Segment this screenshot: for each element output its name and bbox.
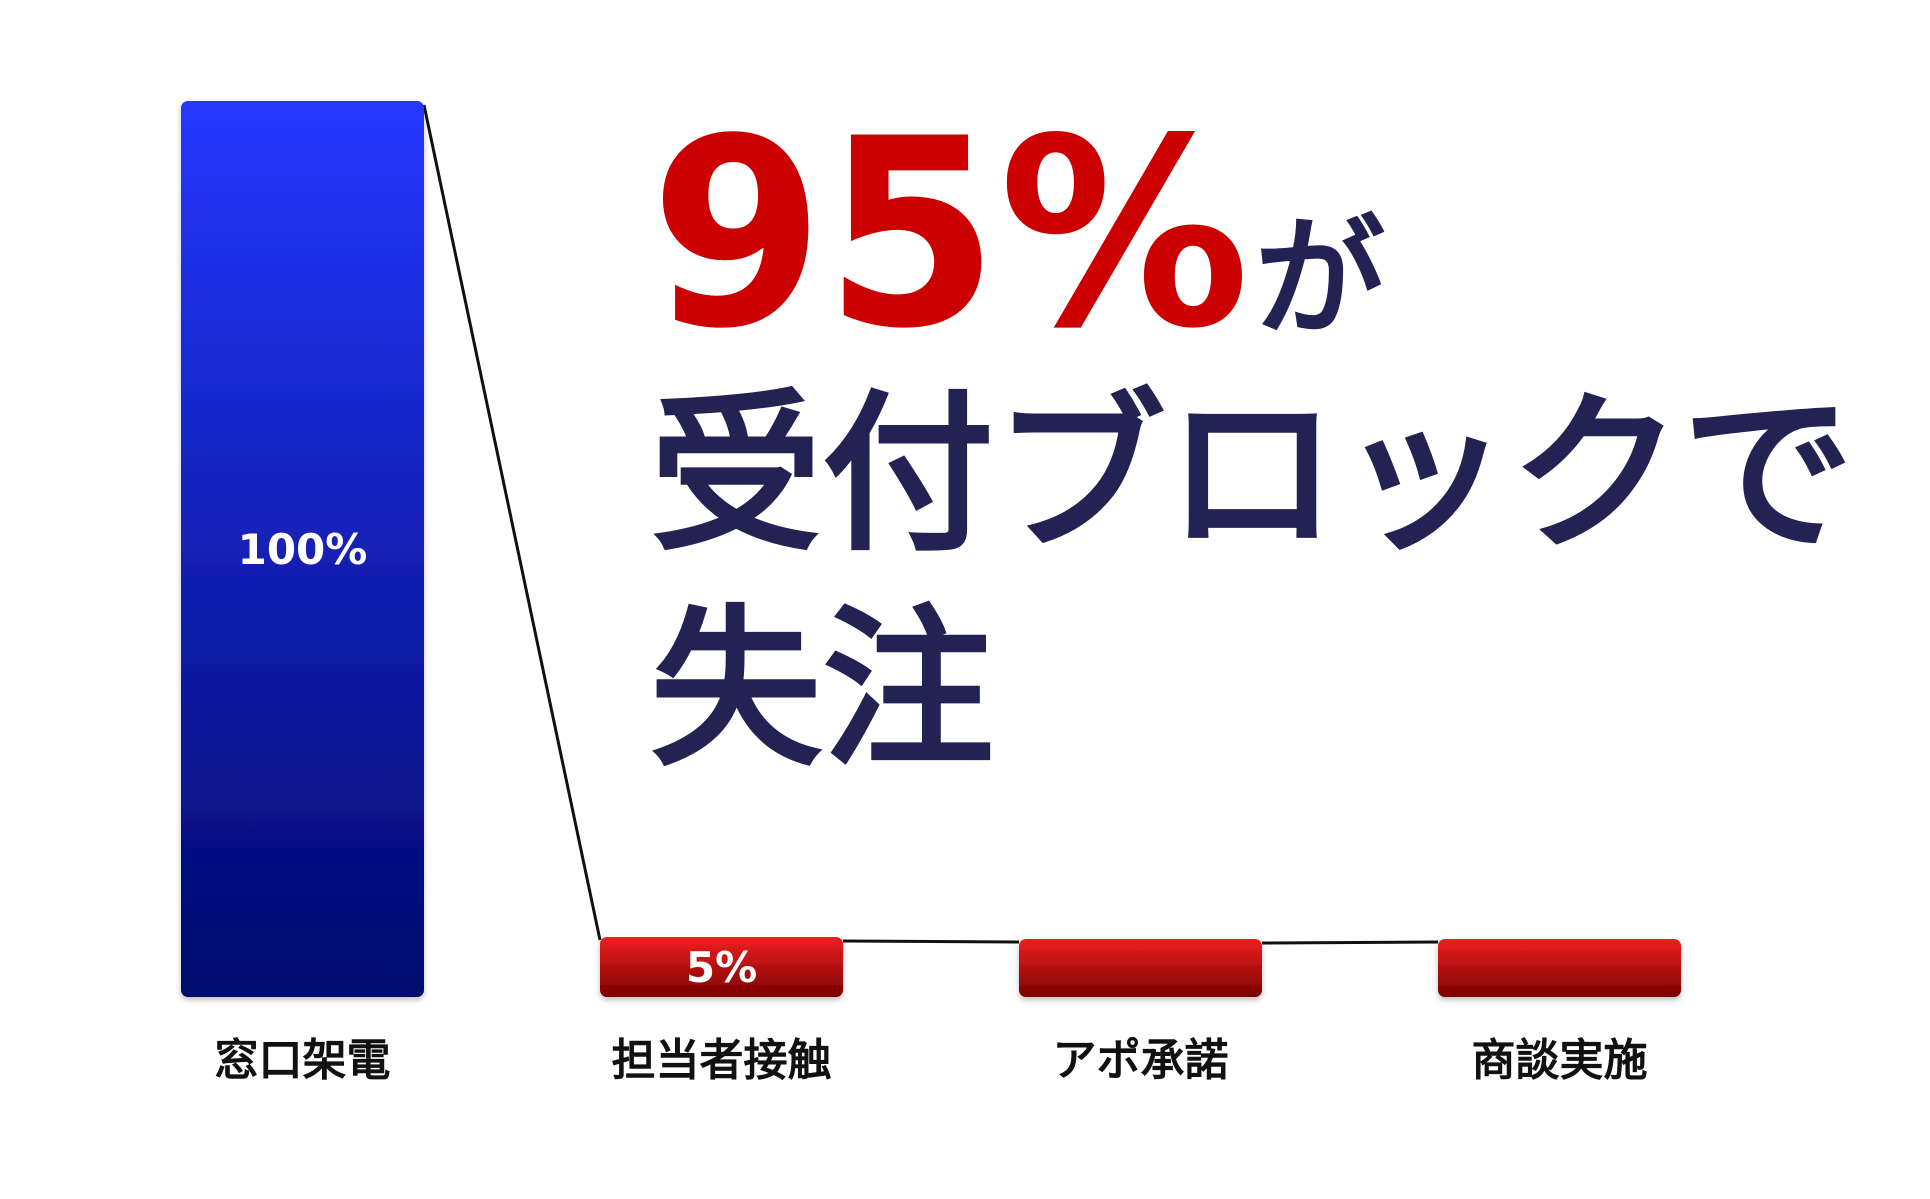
headline-percent: 95%: [650, 105, 1250, 365]
bar-value-label: 5%: [686, 943, 757, 992]
bar-3: [1019, 939, 1262, 997]
category-label: 窓口架電: [215, 1035, 391, 1086]
headline-particle: が: [1255, 208, 1385, 348]
headline-line-3: 失注: [650, 595, 994, 785]
connector-line: [1262, 942, 1438, 943]
bar-4: [1438, 939, 1681, 997]
category-labels: 窓口架電 担当者接触 アポ承諾 商談実施: [215, 1035, 1648, 1086]
category-label: 商談実施: [1472, 1035, 1648, 1086]
headline-line-2: 受付ブロックで: [650, 380, 1854, 570]
connector-line: [424, 105, 600, 940]
bar-value-label: 100%: [238, 525, 368, 574]
category-label: 担当者接触: [612, 1035, 832, 1086]
category-label: アポ承諾: [1053, 1035, 1229, 1086]
connector-line: [843, 941, 1019, 942]
